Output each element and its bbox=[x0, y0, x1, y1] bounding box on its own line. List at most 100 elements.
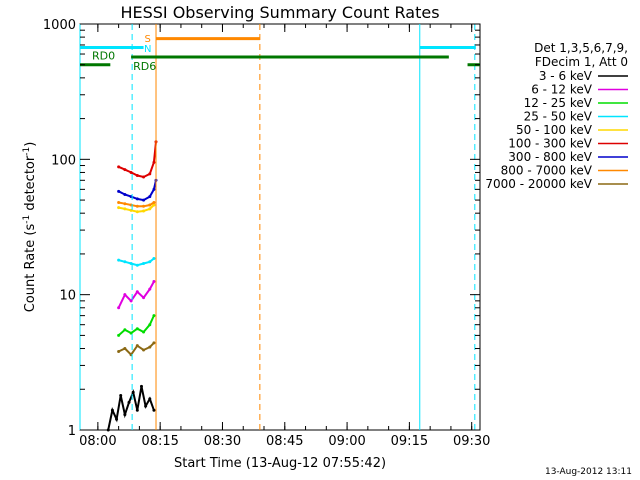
series-point bbox=[123, 168, 127, 172]
series-point bbox=[135, 210, 139, 214]
legend-label: 800 - 7000 keV bbox=[501, 164, 593, 178]
series-point bbox=[110, 408, 114, 412]
x-axis-title: Start Time (13-Aug-12 07:55:42) bbox=[174, 456, 386, 471]
x-tick-label: 08:45 bbox=[266, 434, 303, 449]
series-point bbox=[129, 170, 133, 174]
x-tick-label: 08:00 bbox=[79, 434, 116, 449]
series-point bbox=[144, 404, 148, 408]
x-tick-label: 09:30 bbox=[453, 434, 490, 449]
series-point bbox=[152, 257, 156, 261]
x-tick-label: 09:15 bbox=[391, 434, 428, 449]
series-point bbox=[148, 397, 152, 401]
series-point bbox=[148, 207, 152, 211]
series-point bbox=[129, 331, 133, 335]
annotation-layer: RD0 RD6 SN bbox=[79, 24, 480, 430]
legend-label: 3 - 6 keV bbox=[539, 69, 593, 83]
legend-label: 50 - 100 keV bbox=[516, 123, 593, 137]
timestamp-stamp: 13-Aug-2012 13:11 bbox=[545, 467, 632, 477]
series-point bbox=[127, 400, 131, 404]
legend-label: 100 - 300 keV bbox=[508, 137, 592, 151]
series-point bbox=[152, 314, 156, 318]
series-point bbox=[106, 428, 110, 432]
series-point bbox=[117, 206, 121, 210]
n-mark-label: N bbox=[144, 44, 151, 55]
series-point bbox=[135, 327, 139, 331]
series-point bbox=[142, 348, 146, 352]
series-point bbox=[123, 260, 127, 264]
y-tick-label: 1000 bbox=[43, 18, 76, 33]
legend-label: 300 - 800 keV bbox=[508, 150, 592, 164]
y-axis-title-sup2: -1 bbox=[22, 147, 32, 156]
series-point bbox=[129, 299, 133, 303]
series-point bbox=[135, 290, 139, 294]
x-tick-label: 08:15 bbox=[141, 434, 178, 449]
series-point bbox=[117, 189, 121, 193]
series-point bbox=[148, 345, 152, 349]
series-point bbox=[142, 209, 146, 213]
y-axis: 1 10 100 1000 bbox=[43, 18, 480, 439]
series-point bbox=[142, 296, 146, 300]
series-point bbox=[117, 306, 121, 310]
y-tick-label: 1 bbox=[68, 424, 76, 439]
series-point bbox=[142, 204, 146, 208]
series-point bbox=[117, 258, 121, 262]
series-line bbox=[118, 141, 157, 179]
series-point bbox=[135, 344, 139, 348]
series-point bbox=[135, 197, 139, 201]
series-point bbox=[142, 175, 146, 179]
series-point bbox=[123, 328, 127, 332]
x-axis: 08:00 08:15 08:30 08:45 09:00 09:15 09:30 bbox=[79, 24, 490, 449]
series-point bbox=[148, 287, 152, 291]
series-point bbox=[123, 207, 127, 211]
series-point bbox=[135, 408, 139, 412]
series-point bbox=[117, 350, 121, 354]
series-point bbox=[131, 390, 135, 394]
series-point bbox=[139, 384, 143, 388]
rd0-label: RD0 bbox=[92, 50, 115, 63]
series-layer bbox=[106, 140, 158, 432]
y-axis-title-end: ) bbox=[23, 142, 38, 147]
series-point bbox=[117, 165, 121, 169]
series-point bbox=[152, 187, 156, 191]
y-axis-title-mid: detector bbox=[23, 155, 38, 215]
y-axis-title-main: Count Rate (s bbox=[23, 224, 38, 313]
legend: Det 1,3,5,6,7,9, FDecim 1, Att 0 3 - 6 k… bbox=[485, 41, 628, 191]
series-point bbox=[123, 192, 127, 196]
s-mark-label: S bbox=[145, 34, 151, 45]
series-point bbox=[119, 393, 123, 397]
legend-header-line1: Det 1,3,5,6,7,9, bbox=[534, 41, 628, 55]
series-line bbox=[107, 386, 155, 431]
y-axis-title: Count Rate (s-1 detector-1) bbox=[22, 142, 38, 313]
series-point bbox=[152, 203, 156, 207]
series-point bbox=[135, 263, 139, 267]
series-point bbox=[123, 293, 127, 297]
series-point bbox=[148, 195, 152, 199]
chart-title: HESSI Observing Summary Count Rates bbox=[120, 3, 439, 22]
series-point bbox=[135, 204, 139, 208]
legend-label: 6 - 12 keV bbox=[531, 83, 593, 97]
legend-header-line2: FDecim 1, Att 0 bbox=[535, 55, 628, 69]
x-tick-label: 08:30 bbox=[204, 434, 241, 449]
series-point bbox=[152, 341, 156, 345]
series-point bbox=[123, 347, 127, 351]
series-point bbox=[123, 413, 127, 417]
series-point bbox=[148, 203, 152, 207]
series-point bbox=[117, 200, 121, 204]
y-tick-label: 100 bbox=[51, 153, 76, 168]
rd6-label: RD6 bbox=[133, 60, 156, 73]
series-point bbox=[148, 323, 152, 327]
series-point bbox=[152, 200, 156, 204]
series-point bbox=[148, 260, 152, 264]
series-point bbox=[152, 280, 156, 284]
series-point bbox=[152, 408, 156, 412]
series-point bbox=[142, 198, 146, 202]
y-tick-label: 10 bbox=[59, 289, 76, 304]
legend-label: 25 - 50 keV bbox=[524, 110, 593, 124]
series-point bbox=[142, 261, 146, 265]
series-point bbox=[123, 202, 127, 206]
legend-label: 12 - 25 keV bbox=[524, 96, 593, 110]
series-point bbox=[142, 330, 146, 334]
y-axis-title-sup1: -1 bbox=[22, 215, 32, 224]
